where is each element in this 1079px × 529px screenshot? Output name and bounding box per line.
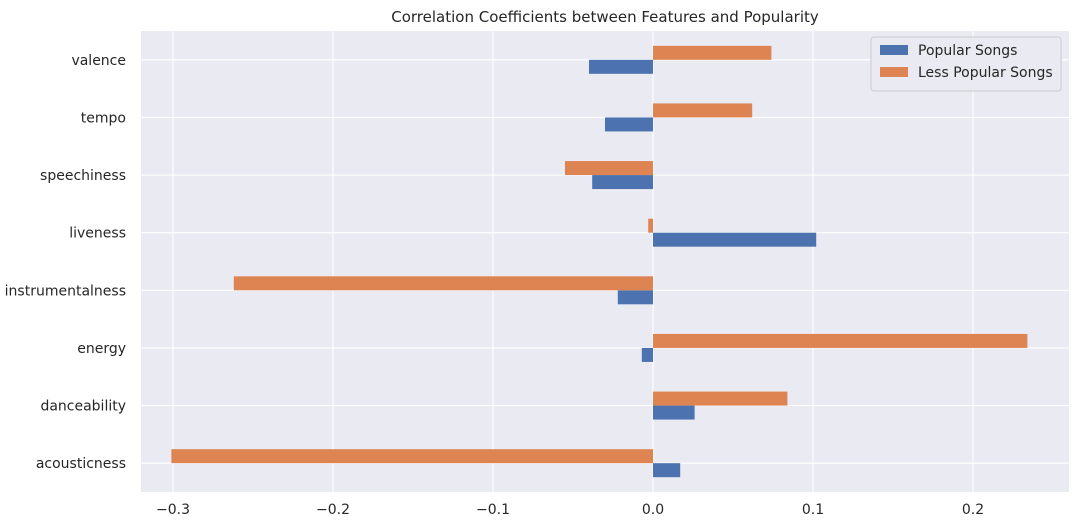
popular-bar-energy bbox=[641, 347, 653, 362]
bars bbox=[171, 45, 1028, 478]
x-tick-label: −0.3 bbox=[156, 502, 190, 518]
legend: Popular Songs Less Popular Songs bbox=[870, 36, 1062, 92]
popular-bar-danceability bbox=[653, 405, 695, 420]
x-tick-label: −0.1 bbox=[476, 502, 510, 518]
plot-area bbox=[141, 31, 1069, 492]
popular-bar-valence bbox=[589, 59, 653, 74]
less-popular-bar-speechiness bbox=[565, 161, 653, 176]
popular-bar-liveness bbox=[653, 232, 817, 247]
x-tick-labels: −0.3 −0.2 −0.1 0.0 0.1 0.2 bbox=[156, 502, 984, 518]
y-tick-label: tempo bbox=[81, 110, 126, 126]
popular-bar-tempo bbox=[605, 117, 653, 132]
legend-swatch bbox=[880, 67, 908, 77]
popular-bar-speechiness bbox=[592, 175, 653, 190]
less-popular-bar-tempo bbox=[653, 103, 753, 118]
popular-bar-acousticness bbox=[653, 463, 681, 478]
less-popular-bar-danceability bbox=[653, 391, 788, 406]
popular-bar-instrumentalness bbox=[617, 290, 653, 305]
less-popular-bar-liveness bbox=[648, 218, 653, 233]
y-tick-label: danceability bbox=[40, 399, 126, 415]
x-tick-label: 0.0 bbox=[642, 502, 664, 518]
chart-title: Correlation Coefficients between Feature… bbox=[391, 8, 819, 26]
y-tick-label: acousticness bbox=[36, 456, 126, 472]
legend-label: Popular Songs bbox=[918, 43, 1017, 59]
legend-box bbox=[870, 36, 1062, 92]
legend-swatch bbox=[880, 45, 908, 55]
y-tick-label: speechiness bbox=[40, 168, 126, 184]
less-popular-bar-energy bbox=[653, 333, 1028, 348]
x-tick-label: 0.2 bbox=[962, 502, 984, 518]
y-tick-labels: acousticness danceability energy instrument… bbox=[5, 53, 126, 472]
less-popular-bar-acousticness bbox=[171, 449, 653, 464]
y-tick-label: instrumentalness bbox=[5, 283, 126, 299]
y-tick-label: energy bbox=[77, 341, 126, 357]
less-popular-bar-valence bbox=[653, 45, 772, 60]
y-tick-label: liveness bbox=[69, 226, 126, 242]
y-tick-label: valence bbox=[71, 53, 126, 69]
x-tick-label: 0.1 bbox=[802, 502, 824, 518]
less-popular-bar-instrumentalness bbox=[233, 276, 654, 291]
legend-label: Less Popular Songs bbox=[918, 65, 1053, 81]
x-tick-label: −0.2 bbox=[316, 502, 350, 518]
